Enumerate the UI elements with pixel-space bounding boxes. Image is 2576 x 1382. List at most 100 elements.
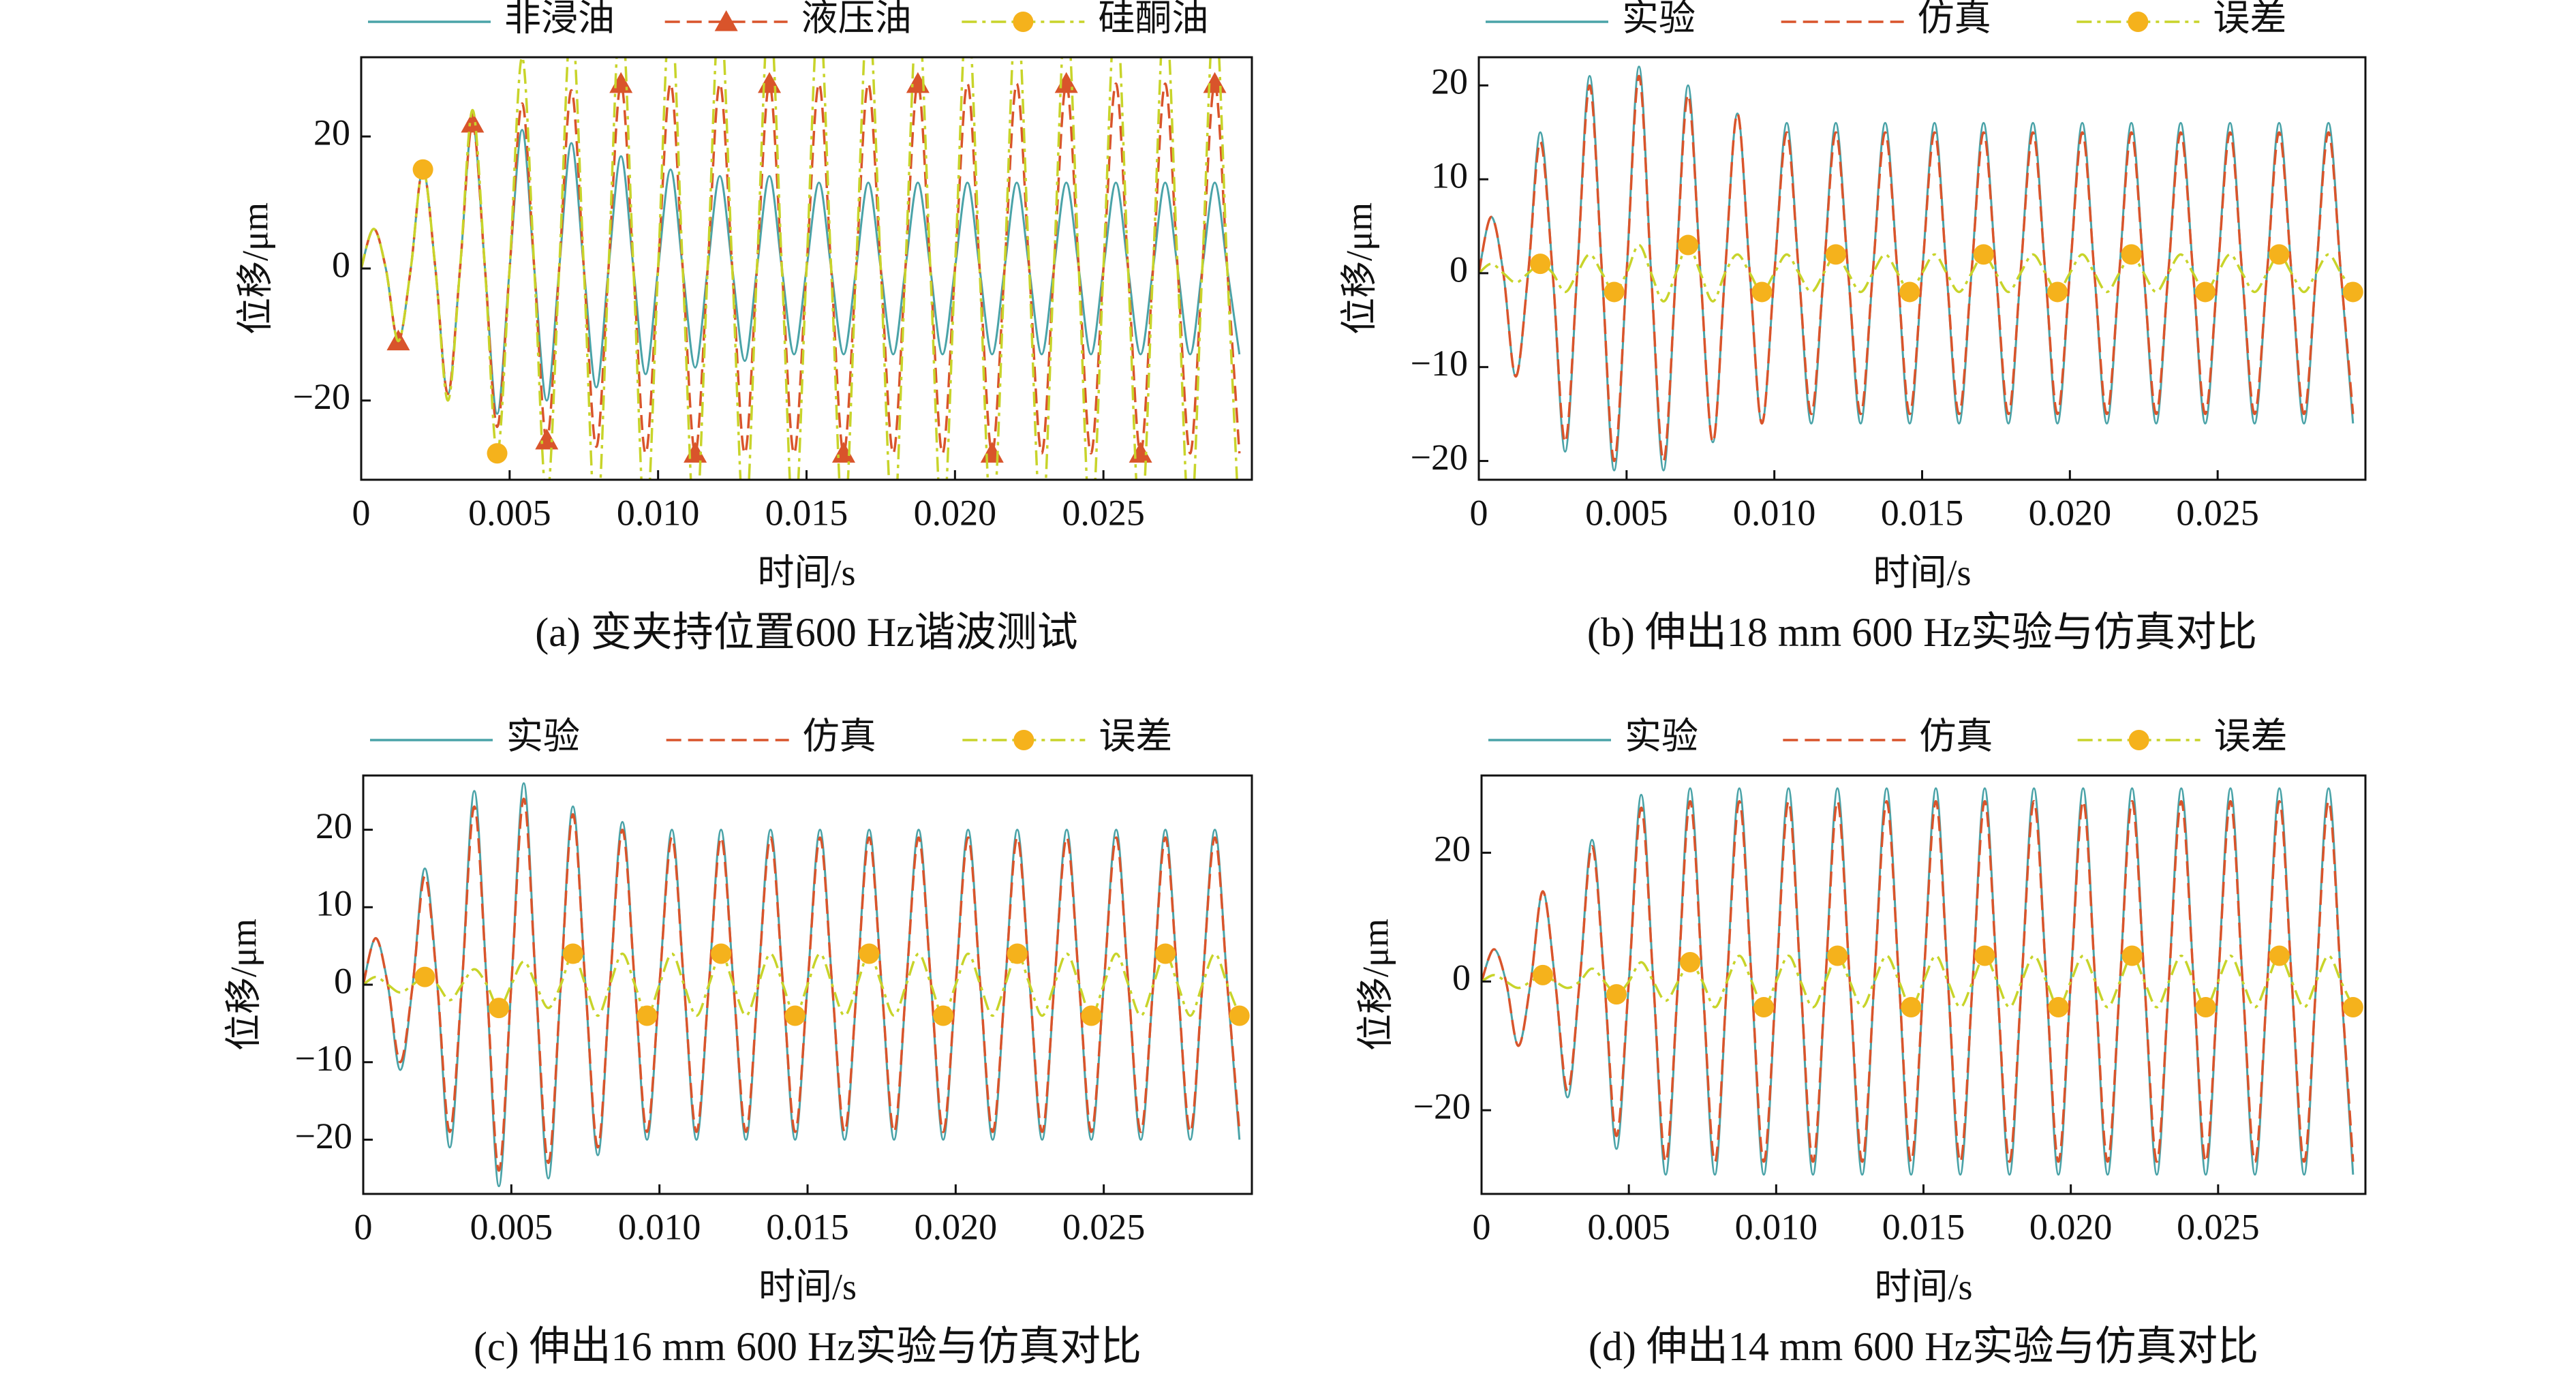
marker (1007, 943, 1028, 964)
x-tick-label: 0.010 (1735, 1206, 1818, 1247)
legend-label: 液压油 (801, 0, 912, 38)
y-tick-label: −20 (293, 376, 350, 417)
marker (2269, 945, 2290, 966)
marker (1229, 1005, 1250, 1026)
legend-label: 仿真 (1918, 0, 1991, 38)
y-tick-label: −10 (1411, 343, 1468, 384)
x-tick-label: 0.005 (468, 492, 551, 533)
y-axis-label: 位移/μm (223, 919, 264, 1051)
marker (461, 111, 485, 133)
chart-caption: (b) 伸出18 mm 600 Hz实验与仿真对比 (1587, 610, 2257, 655)
x-tick-label: 0.025 (1062, 492, 1145, 533)
y-tick-label: 20 (313, 112, 350, 153)
series-line (1479, 74, 2355, 463)
x-tick-label: 0.020 (915, 1206, 998, 1247)
marker (487, 443, 508, 464)
y-tick-label: 0 (332, 244, 350, 285)
x-tick-label: 0.005 (470, 1206, 553, 1247)
marker (1678, 234, 1699, 256)
marker (535, 428, 559, 450)
marker (1129, 442, 1152, 463)
legend-label: 实验 (506, 716, 580, 756)
marker (1901, 997, 1922, 1018)
marker (2121, 945, 2143, 966)
x-tick-label: 0.010 (618, 1206, 701, 1247)
y-axis-label: 位移/μm (234, 202, 275, 335)
marker (711, 943, 732, 964)
marker (758, 72, 782, 93)
marker (412, 159, 433, 180)
y-tick-label: 10 (316, 883, 352, 924)
marker (1825, 244, 1846, 265)
x-tick-label: 0.015 (1882, 1206, 1965, 1247)
marker (609, 72, 633, 93)
marker (1155, 943, 1176, 964)
series-line (361, 82, 1241, 455)
marker (1604, 281, 1625, 303)
x-tick-label: 0.020 (2029, 492, 2112, 533)
marker (414, 966, 435, 987)
y-tick-label: 10 (1431, 155, 1468, 196)
y-tick-label: 0 (1452, 957, 1471, 998)
y-axis-label: 位移/μm (1338, 202, 1379, 335)
x-tick-label: 0 (1470, 492, 1488, 533)
marker (2194, 281, 2215, 303)
marker (2048, 997, 2069, 1018)
x-tick-label: 0.015 (1881, 492, 1964, 533)
marker (933, 1005, 954, 1026)
marker (906, 72, 930, 93)
panel: 实验 仿真 误差 0 0.005 0.010 0.015 0.020 0.025 −20 −10 0 1… (1338, 0, 2367, 655)
y-tick-label: 0 (334, 960, 352, 1001)
panel: 实验 仿真 误差 0 0.005 0.010 0.015 0.020 0.025 −20 −10 0 1… (223, 716, 1253, 1369)
plot-area (363, 782, 1250, 1188)
marker (1054, 72, 1078, 93)
marker (980, 442, 1004, 463)
x-tick-label: 0.020 (914, 492, 997, 533)
x-axis-label: 时间/s (1873, 552, 1971, 593)
y-tick-label: 20 (1434, 829, 1471, 870)
marker (1530, 254, 1551, 275)
x-tick-label: 0.005 (1585, 492, 1668, 533)
x-tick-label: 0 (352, 492, 371, 533)
marker (489, 998, 510, 1019)
x-tick-label: 0 (1473, 1206, 1491, 1247)
marker (1013, 12, 1034, 32)
marker (2128, 12, 2149, 32)
x-tick-label: 0.025 (2176, 492, 2259, 533)
chart-caption: (a) 变夹持位置600 Hz谐波测试 (535, 610, 1078, 655)
legend-label: 仿真 (1919, 716, 1993, 756)
marker (1899, 281, 1920, 303)
marker (1081, 1005, 1102, 1026)
marker (562, 943, 583, 964)
marker (2128, 730, 2149, 750)
marker (2195, 997, 2216, 1018)
series-line (361, 57, 1238, 480)
x-tick-label: 0.015 (765, 492, 848, 533)
marker (2342, 997, 2363, 1018)
marker (1606, 984, 1627, 1005)
y-tick-label: 20 (1431, 61, 1468, 102)
panel: 非浸油 液压油 硅酮油 0 0.005 0.010 0.015 0.020 0.025 −20 0 2… (234, 0, 1253, 655)
plot-area (1482, 787, 2363, 1176)
marker (2342, 281, 2363, 303)
marker (1751, 281, 1773, 303)
marker (1973, 244, 1994, 265)
marker (1229, 523, 1250, 543)
y-tick-label: −20 (295, 1116, 352, 1156)
chart-caption: (c) 伸出16 mm 600 Hz实验与仿真对比 (474, 1324, 1141, 1369)
x-tick-label: 0.025 (2177, 1206, 2260, 1247)
marker (2121, 244, 2142, 265)
series-line (1482, 787, 2355, 1176)
marker (1753, 997, 1775, 1018)
marker (714, 10, 738, 31)
marker (637, 1005, 658, 1026)
marker (1203, 72, 1227, 93)
panel: 实验 仿真 误差 0 0.005 0.010 0.015 0.020 0.025 −20 0 20 时间… (1355, 716, 2367, 1369)
legend-label: 误差 (2213, 0, 2286, 38)
legend-label: 仿真 (803, 716, 876, 756)
marker (2047, 281, 2068, 303)
marker (684, 442, 707, 463)
legend-label: 硅酮油 (1098, 0, 1208, 38)
series-line (363, 797, 1241, 1172)
marker (1013, 730, 1034, 750)
